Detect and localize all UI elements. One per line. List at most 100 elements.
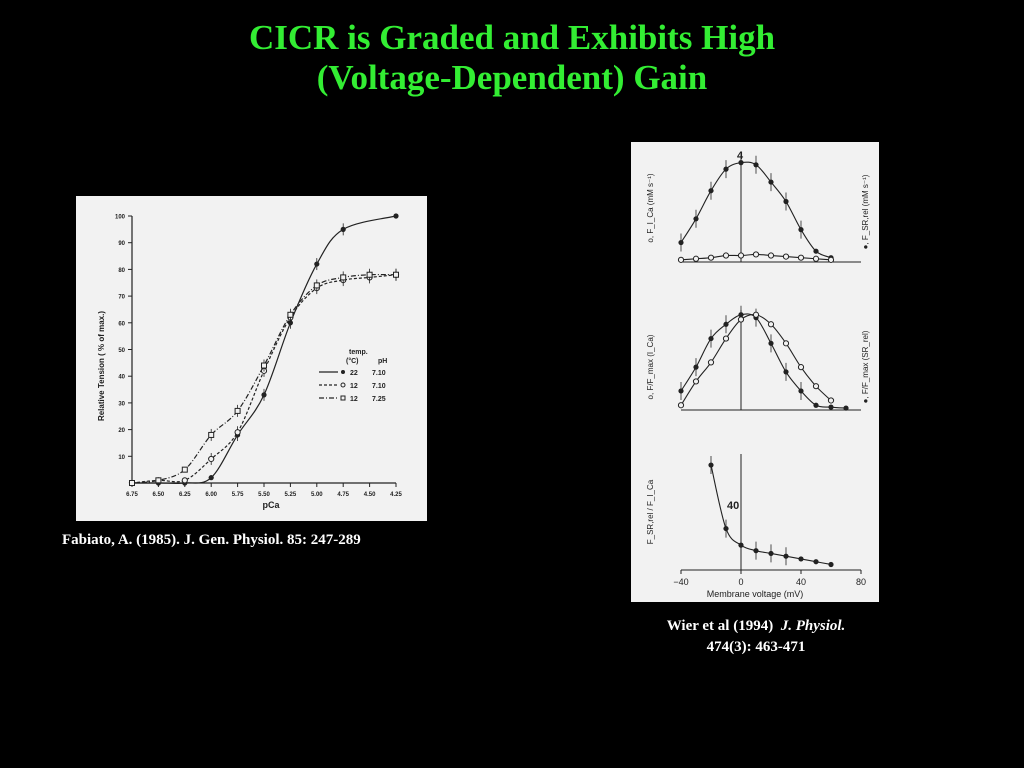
panel-c-ylabel: F_SR,rel / F_I_Ca xyxy=(646,479,655,544)
wier-panels-chart: −40 0 40 80 4 o, F_I_Ca (mM s⁻¹) ●, F_SR,re… xyxy=(646,150,870,599)
series-line-3 xyxy=(131,273,397,484)
data-point xyxy=(692,378,700,385)
x-axis-label: pCa xyxy=(262,500,280,510)
wier-journal: J. Physiol. xyxy=(780,618,846,634)
data-point xyxy=(129,480,135,486)
data-point xyxy=(707,359,715,366)
data-point xyxy=(708,188,714,194)
data-point xyxy=(737,252,745,259)
data-point xyxy=(812,255,820,262)
data-point xyxy=(722,335,730,342)
data-point xyxy=(782,340,790,347)
data-point xyxy=(768,179,774,185)
data-point xyxy=(753,162,759,168)
data-point xyxy=(738,160,744,166)
data-point xyxy=(314,261,320,267)
data-point xyxy=(677,256,685,263)
data-point xyxy=(813,402,819,408)
data-point xyxy=(181,477,188,484)
data-point xyxy=(155,477,162,484)
data-point xyxy=(208,431,215,438)
legend-header-ph: pH xyxy=(378,358,387,365)
data-point xyxy=(366,271,373,278)
data-point xyxy=(827,256,835,263)
data-point xyxy=(208,455,215,463)
legend-entry-3-temp: 12 xyxy=(350,396,358,403)
data-point xyxy=(798,388,804,394)
panel-a-annotation: 4 xyxy=(737,150,744,162)
data-point xyxy=(678,388,684,394)
x-tick-label: 6.50 xyxy=(153,492,165,498)
x-tick-label: 5.25 xyxy=(285,492,297,498)
legend-entry-2-ph: 7.10 xyxy=(372,383,386,390)
fabiato-citation: Fabiato, A. (1985). J. Gen. Physiol. 85:… xyxy=(62,532,361,548)
data-point xyxy=(692,255,700,262)
y-tick-label: 10 xyxy=(118,455,125,461)
x-tick-label: 4.50 xyxy=(364,492,376,498)
legend-entry-1-temp: 22 xyxy=(350,370,358,377)
data-point xyxy=(723,525,729,532)
data-point xyxy=(783,553,789,559)
data-point xyxy=(340,274,347,281)
panel-c-xlabel: Membrane voltage (mV) xyxy=(707,589,804,599)
slide-title-line1: CICR is Graded and Exhibits High xyxy=(248,18,776,57)
y-tick-label: 80 xyxy=(118,268,125,274)
slide-title: CICR is Graded and Exhibits High (Voltag… xyxy=(0,18,1024,98)
data-point xyxy=(738,312,744,318)
data-point xyxy=(287,311,294,318)
data-point xyxy=(827,397,835,404)
x-tick-label: 6.75 xyxy=(126,492,138,498)
legend-entry-1-ph: 7.10 xyxy=(372,370,386,377)
legend: temp. (°C) pH 22 7.10 12 7.10 12 7.25 xyxy=(319,349,387,403)
y-tick-label: 30 xyxy=(118,401,125,407)
data-point xyxy=(798,556,804,562)
data-point xyxy=(752,311,760,318)
wier-figure: −40 0 40 80 4 o, F_I_Ca (mM s⁻¹) ●, F_SR,re… xyxy=(631,142,879,602)
legend-header-temp: temp. xyxy=(349,349,368,356)
data-point xyxy=(722,252,730,259)
data-point xyxy=(208,475,214,481)
x-tick-label: 5.00 xyxy=(311,492,323,498)
data-point xyxy=(723,166,729,172)
data-point xyxy=(738,542,744,548)
data-point xyxy=(693,364,699,370)
panel-b-left-ylabel: o, F/F_max (I_Ca) xyxy=(646,334,655,399)
data-point xyxy=(393,213,399,219)
panel-series-line xyxy=(680,314,832,406)
data-point xyxy=(393,271,399,278)
y-tick-label: 40 xyxy=(118,375,125,381)
y-tick-label: 100 xyxy=(115,215,126,221)
legend-header-unit: (°C) xyxy=(346,357,359,365)
x-tick-label: 5.75 xyxy=(232,492,244,498)
data-point xyxy=(783,369,789,375)
data-point xyxy=(752,251,760,258)
data-point xyxy=(707,254,715,261)
panel-series-line xyxy=(680,313,847,409)
data-point xyxy=(813,559,819,565)
panel-a-left-ylabel: o, F_I_Ca (mM s⁻¹) xyxy=(646,173,655,242)
series-line-1 xyxy=(132,215,397,484)
data-point xyxy=(340,226,346,232)
data-point xyxy=(234,429,241,436)
x-tick-label: 4.25 xyxy=(390,492,402,498)
data-point xyxy=(812,383,820,390)
slide-title-line2: (Voltage-Dependent) Gain xyxy=(316,58,708,97)
x-tick-label: 6.00 xyxy=(205,492,217,498)
data-point xyxy=(783,198,789,205)
data-point xyxy=(234,407,241,414)
y-tick-label: 60 xyxy=(118,321,125,327)
data-point xyxy=(313,282,320,289)
data-point xyxy=(181,466,188,473)
data-point xyxy=(261,392,267,398)
x-tick-label: 80 xyxy=(856,577,866,587)
series-line-2 xyxy=(131,274,397,484)
legend-entry-3-ph: 7.25 xyxy=(372,396,386,403)
legend-marker-filled-circle xyxy=(341,370,345,374)
data-point xyxy=(768,550,774,557)
data-point xyxy=(828,404,834,410)
data-point xyxy=(843,405,849,411)
tension-pca-chart: 10 20 30 40 50 60 70 80 90 100 6.75 6.50 6.25 6.00 5.7… xyxy=(97,213,402,510)
data-point xyxy=(768,340,774,346)
data-point xyxy=(677,402,685,409)
x-tick-label: 40 xyxy=(796,577,806,587)
